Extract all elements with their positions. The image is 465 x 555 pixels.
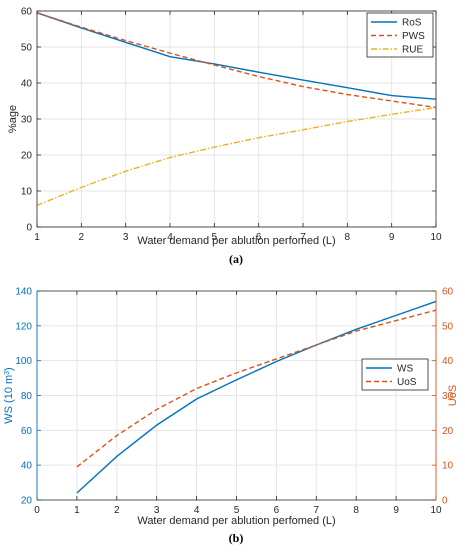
y-left-tick-label: 60	[21, 426, 33, 437]
x-tick-label: 3	[123, 232, 129, 243]
legend-box	[366, 12, 434, 58]
caption-b: (b)	[229, 531, 244, 545]
y-right-tick-label: 20	[442, 426, 454, 437]
series-line-ws	[76, 300, 437, 494]
series-line-rue	[36, 106, 437, 207]
x-tick-label: 10	[430, 505, 442, 516]
y-axis-label: %age	[7, 105, 19, 133]
y-right-tick-label: 30	[442, 391, 454, 402]
x-tick-label: 5	[234, 505, 240, 516]
legend-label-rue: RUE	[402, 45, 423, 56]
y-left-tick-label: 40	[21, 461, 33, 472]
x-tick-label: 6	[256, 232, 262, 243]
y-tick-label: 60	[21, 7, 33, 18]
y-right-tick-label: 0	[442, 496, 448, 507]
x-tick-label: 10	[430, 232, 442, 243]
y-left-axis-label: WS (10 m3)	[3, 367, 15, 423]
y-tick-label: 30	[21, 115, 33, 126]
x-tick-label: 6	[274, 505, 280, 516]
legend-label-ws: WS	[397, 364, 413, 375]
x-tick-label: 1	[74, 505, 80, 516]
y-left-tick-label: 80	[21, 391, 33, 402]
x-tick-label: 9	[393, 505, 399, 516]
x-tick-label: 7	[300, 232, 306, 243]
legend-box	[361, 358, 429, 391]
x-tick-label: 2	[114, 505, 120, 516]
x-tick-label: 5	[212, 232, 218, 243]
chart-panel-a: 1 2 3 4 5 6 7 8 9 10 0 10 20 30 40 50 60 Water demand per…	[7, 7, 442, 248]
y-left-tick-label: 100	[15, 356, 32, 367]
x-tick-label: 0	[34, 505, 40, 516]
y-left-tick-label: 120	[15, 321, 32, 332]
chart-panel-b: 0 1 2 3 4 5 6 7 8 9 102040608010012014001020304050…	[3, 287, 459, 528]
caption-a: (a)	[229, 252, 243, 266]
x-tick-label: 7	[314, 505, 320, 516]
x-tick-label: 3	[154, 505, 160, 516]
y-right-axis-label: UoS	[447, 385, 459, 406]
y-right-tick-label: 50	[442, 321, 454, 332]
legend-label-uos: UoS	[397, 377, 417, 388]
y-tick-label: 20	[21, 151, 33, 162]
legend: RoS PWS RUE	[366, 12, 434, 58]
x-axis-label: Water demand per ablution perfomed (L)	[137, 515, 335, 527]
series-line-uos	[76, 309, 437, 468]
x-tick-label: 8	[345, 232, 351, 243]
y-tick-label: 40	[21, 79, 33, 90]
legend: WS UoS	[361, 358, 429, 391]
y-tick-label: 10	[21, 187, 33, 198]
legend-label-ros: RoS	[402, 18, 422, 29]
x-tick-label: 9	[389, 232, 395, 243]
y-tick-label: 50	[21, 43, 33, 54]
y-right-tick-label: 40	[442, 356, 454, 367]
x-tick-label: 8	[353, 505, 359, 516]
x-tick-label: 4	[167, 232, 173, 243]
x-tick-label: 1	[34, 232, 40, 243]
legend-label-pws: PWS	[402, 31, 425, 42]
y-right-tick-label: 60	[442, 287, 454, 298]
plot-frame	[36, 10, 437, 228]
x-tick-label: 2	[79, 232, 85, 243]
y-left-tick-label: 20	[21, 496, 33, 507]
x-tick-label: 4	[194, 505, 200, 516]
y-tick-label: 0	[26, 223, 32, 234]
y-right-tick-label: 10	[442, 461, 454, 472]
y-left-tick-label: 140	[15, 287, 32, 298]
x-axis-label: Water demand per ablution perfomed (L)	[137, 235, 335, 247]
series-line-ros	[36, 12, 437, 100]
